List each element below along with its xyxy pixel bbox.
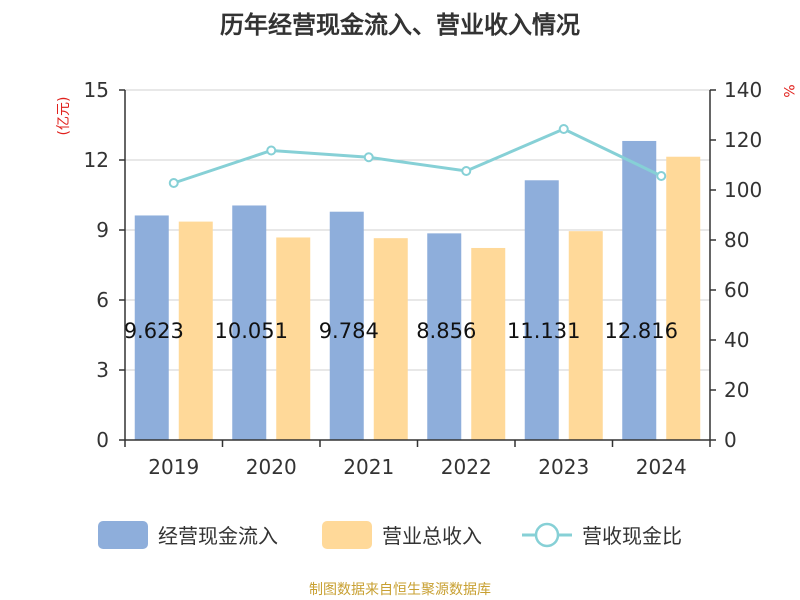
right-axis-unit: %: [780, 84, 796, 97]
bar-revenue: [373, 238, 408, 440]
bar-revenue: [568, 231, 603, 440]
data-label: 11.131: [507, 319, 580, 343]
legend-label: 营收现金比: [582, 524, 682, 548]
right-tick-label: 140: [724, 78, 762, 102]
axes: 0 3 6 9 12 15 0 20 40 60 80 100 120 140 2019 2020 2021 20…: [84, 78, 763, 479]
bar-cash-inflow: [622, 140, 657, 440]
source-note: 制图数据来自恒生聚源数据库: [309, 582, 491, 598]
right-tick-label: 120: [724, 128, 762, 152]
x-tick-label: 2023: [538, 455, 589, 479]
bar-cash-inflow: [329, 211, 364, 440]
bar-revenue: [471, 247, 506, 440]
right-tick-label: 40: [724, 328, 749, 352]
ratio-line-point: [461, 166, 472, 176]
ratio-line-point: [558, 124, 569, 134]
ratio-line-path: [173, 127, 662, 185]
ratio-line: [168, 124, 667, 188]
x-tick-label: 2024: [636, 455, 687, 479]
right-tick-label: 20: [724, 378, 749, 402]
legend-swatch: [322, 521, 372, 549]
bars: [134, 140, 701, 440]
right-tick-label: 60: [724, 278, 749, 302]
chart-title: 历年经营现金流入、营业收入情况: [220, 11, 580, 39]
left-tick-label: 15: [84, 78, 109, 102]
right-tick-label: 80: [724, 228, 749, 252]
ratio-line-point: [363, 152, 374, 163]
bar-revenue: [666, 156, 701, 440]
left-tick-label: 9: [96, 218, 109, 242]
bar-cash-inflow: [134, 215, 169, 440]
data-label: 8.856: [416, 319, 476, 343]
bar-cash-inflow: [524, 180, 559, 440]
right-tick-label: 100: [724, 178, 762, 202]
left-axis-unit: (亿元): [56, 97, 72, 136]
bar-revenue: [276, 237, 311, 440]
data-labels: 9.623 10.051 9.784 8.856 11.131 12.816: [124, 319, 678, 343]
x-tick-label: 2019: [148, 455, 199, 479]
ratio-line-point: [266, 145, 277, 156]
legend-swatch: [98, 521, 148, 549]
left-tick-label: 6: [96, 288, 109, 312]
ratio-line-point: [656, 171, 667, 181]
right-tick-label: 0: [724, 428, 737, 452]
x-tick-label: 2022: [441, 455, 492, 479]
data-label: 12.816: [605, 319, 678, 343]
left-tick-label: 0: [96, 428, 109, 452]
gridlines: [125, 89, 710, 371]
bar-cash-inflow: [232, 205, 267, 440]
x-tick-label: 2021: [343, 455, 394, 479]
legend-label: 经营现金流入: [158, 524, 278, 548]
bar-revenue: [178, 221, 213, 440]
left-tick-label: 12: [84, 148, 109, 172]
bar-cash-inflow: [427, 233, 462, 440]
legend-marker: [534, 522, 560, 548]
x-tick-label: 2020: [246, 455, 297, 479]
ratio-line-point: [168, 178, 179, 188]
legend: 经营现金流入 营业总收入 营收现金比: [98, 521, 682, 549]
data-label: 9.784: [319, 319, 379, 343]
data-label: 9.623: [124, 319, 184, 343]
legend-label: 营业总收入: [382, 524, 482, 548]
data-label: 10.051: [215, 319, 288, 343]
left-tick-label: 3: [96, 358, 109, 382]
